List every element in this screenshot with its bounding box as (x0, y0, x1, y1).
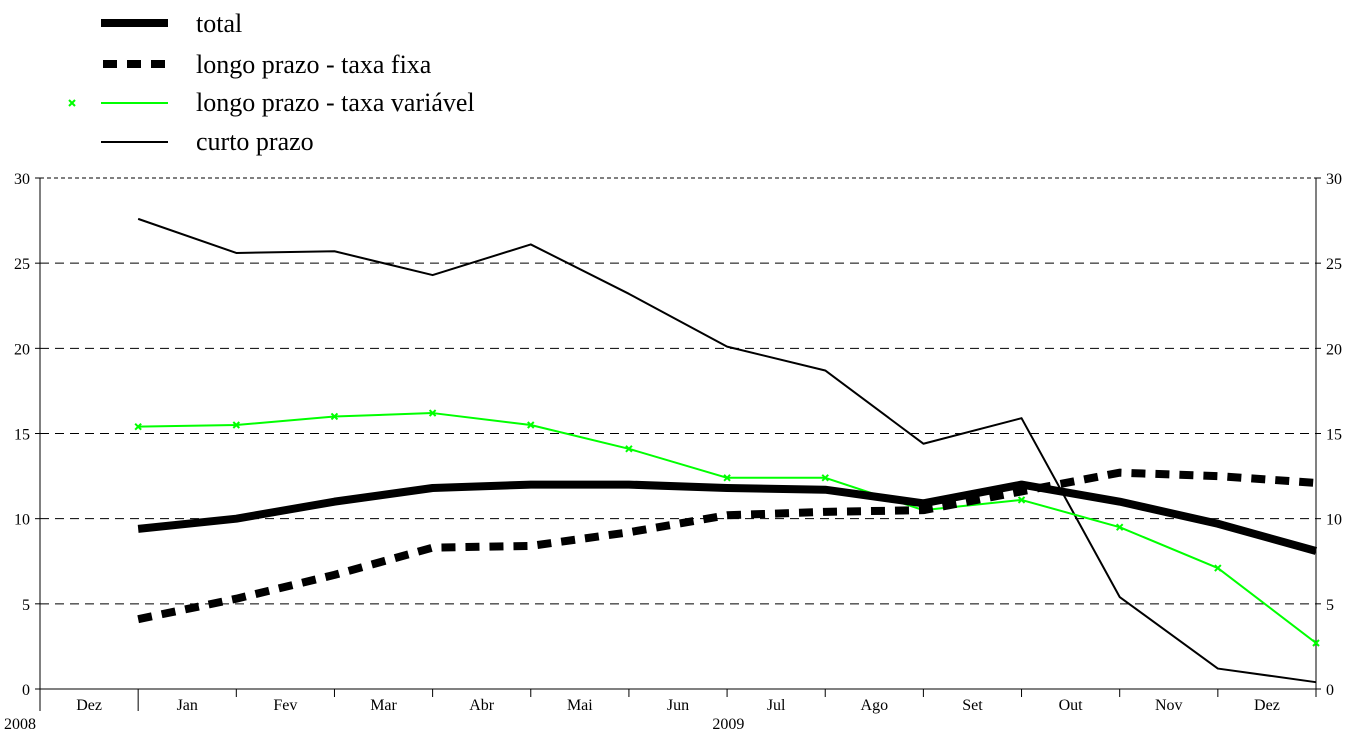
y-tick-label-right: 30 (1326, 171, 1342, 188)
point-marker-taxa-variavel (232, 421, 241, 429)
x-tick-label: Mar (370, 697, 397, 714)
point-marker-taxa-variavel (330, 412, 339, 421)
legend-label-taxa-fixa: longo prazo - taxa fixa (196, 50, 432, 79)
y-tick-label-right: 0 (1326, 682, 1334, 699)
x-tick-label: Fev (273, 697, 297, 714)
axes: 0 0 5 5 10 10 15 15 20 20 25 25 30 30 Dez Jan Fev Mar Abr M… (4, 171, 1342, 733)
series-layer (134, 217, 1320, 684)
marker-stroke (232, 421, 241, 429)
y-tick-label-left: 15 (14, 427, 30, 444)
point-marker-taxa-variavel (723, 474, 731, 482)
marker-stroke (527, 421, 535, 429)
point-marker-taxa-variavel (1312, 639, 1320, 647)
marker-stroke (625, 445, 633, 453)
year-label-2009: 2009 (712, 716, 744, 733)
marker-stroke (1214, 564, 1222, 572)
point-marker-taxa-variavel (428, 409, 437, 417)
legend-label-curto-prazo: curto prazo (196, 127, 314, 156)
legend-marker-taxa-variavel (68, 99, 76, 107)
y-tick-label-right: 20 (1326, 341, 1342, 358)
y-tick-label-left: 25 (14, 256, 30, 273)
x-tick-label: Jul (767, 697, 786, 714)
x-tick-label: Jan (177, 697, 198, 714)
legend-label-taxa-variavel: longo prazo - taxa variável (196, 88, 475, 117)
marker-stroke (1115, 523, 1124, 531)
year-label-2008: 2008 (4, 716, 36, 733)
point-marker-taxa-variavel (821, 474, 829, 482)
point-marker-taxa-variavel (134, 422, 142, 431)
marker-stroke (1312, 639, 1320, 647)
x-tick-label: Jun (667, 697, 689, 714)
marker-stroke (1017, 496, 1026, 504)
series-line-2 (138, 412, 1317, 644)
marker-stroke (134, 422, 142, 431)
marker-stroke (330, 412, 339, 421)
series-line-3 (137, 217, 1317, 684)
y-tick-label-left: 20 (14, 341, 30, 358)
legend: total longo prazo - taxa fixa longo praz… (68, 9, 475, 156)
x-tick-label: Out (1059, 697, 1084, 714)
x-tick-label: Dez (1254, 697, 1280, 714)
series-line-1 (137, 468, 1317, 624)
x-tick-label: Dez (76, 697, 102, 714)
y-tick-label-right: 15 (1326, 427, 1342, 444)
point-marker-taxa-variavel (1214, 564, 1222, 572)
y-tick-label-left: 0 (22, 682, 30, 699)
x-tick-label: Abr (469, 697, 495, 714)
marker-stroke (821, 474, 829, 482)
x-tick-label: Nov (1155, 697, 1183, 714)
y-tick-label-left: 30 (14, 171, 30, 188)
legend-label-total: total (196, 9, 242, 38)
marker-stroke (428, 409, 437, 417)
y-tick-label-left: 10 (14, 512, 30, 529)
y-tick-label-right: 10 (1326, 512, 1342, 529)
x-tick-label: Mai (567, 697, 593, 714)
x-tick-label: Ago (861, 697, 889, 714)
point-marker-taxa-variavel (1115, 523, 1124, 531)
series-line-0 (137, 480, 1318, 555)
y-tick-label-right: 25 (1326, 256, 1342, 273)
gridlines (40, 177, 1316, 605)
point-marker-taxa-variavel (527, 421, 535, 429)
x-tick-label: Set (962, 697, 983, 714)
y-tick-label-right: 5 (1326, 597, 1334, 614)
y-tick-label-left: 5 (22, 597, 30, 614)
point-marker-taxa-variavel (625, 445, 633, 453)
marker-stroke (723, 474, 731, 482)
point-marker-taxa-variavel (1017, 496, 1026, 504)
